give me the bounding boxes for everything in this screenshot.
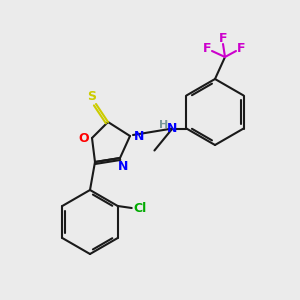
Text: N: N	[134, 130, 144, 142]
Text: N: N	[118, 160, 128, 173]
Text: S: S	[88, 89, 97, 103]
Text: N: N	[167, 122, 178, 135]
Text: Cl: Cl	[133, 202, 146, 215]
Text: O: O	[79, 131, 89, 145]
Text: F: F	[237, 43, 245, 56]
Text: F: F	[219, 32, 227, 44]
Text: H: H	[159, 121, 168, 130]
Text: F: F	[203, 43, 211, 56]
